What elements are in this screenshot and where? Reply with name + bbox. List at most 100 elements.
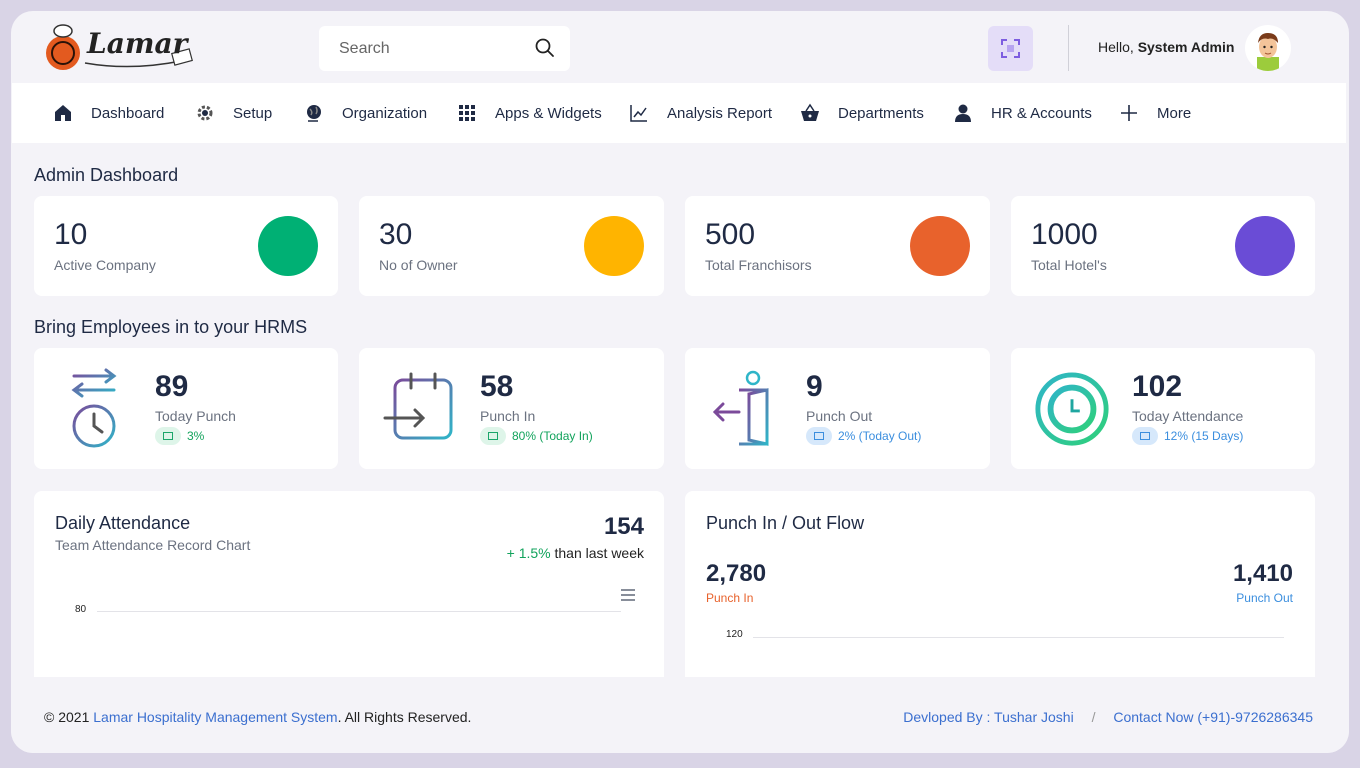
stat-value: 500 (705, 218, 756, 251)
main-nav: Dashboard Setup Organization Apps & Widg… (12, 83, 1346, 143)
nav-item-departments[interactable]: Departments (799, 83, 924, 143)
chart-title: Daily Attendance (55, 513, 191, 533)
employee-card-punch-in[interactable]: 58 Punch In 80% (Today In) (359, 348, 664, 469)
employee-label: Punch Out (806, 408, 873, 424)
employee-value: 9 (806, 370, 823, 403)
swap-clock-icon (71, 368, 117, 448)
top-bar: Lamar Hello, System Admin (11, 11, 1349, 83)
footer: © 2021 Lamar Hospitality Management Syst… (11, 677, 1349, 753)
employee-card-today-punch[interactable]: 89 Today Punch 3% (34, 348, 338, 469)
nav-label: Departments (838, 104, 924, 122)
footer-credits: Devloped By : Tushar Joshi / Contact Now… (903, 709, 1313, 725)
stat-value: 30 (379, 218, 413, 251)
stat-card-active-company[interactable]: 10 Active Company (34, 196, 338, 296)
stat-card-no-of-owner[interactable]: 30 No of Owner (359, 196, 664, 296)
chef-logo-icon (46, 24, 193, 70)
app-frame: Lamar Hello, System Admin (11, 11, 1349, 753)
logo[interactable]: Lamar (41, 23, 201, 75)
stat-card-total-hotels[interactable]: 1000 Total Hotel's (1011, 196, 1315, 296)
avatar[interactable] (1245, 25, 1291, 71)
company-link[interactable]: Lamar Hospitality Management System (93, 709, 338, 725)
chart-title: Punch In / Out Flow (706, 513, 865, 533)
status-badge: 12% (15 Days) (1132, 427, 1243, 445)
plus-icon (1118, 102, 1140, 124)
developer-link[interactable]: Devloped By : Tushar Joshi (903, 709, 1074, 725)
punch-in-label: Punch In (706, 591, 754, 605)
nav-item-more[interactable]: More (1118, 83, 1191, 143)
stat-card-total-franchisors[interactable]: 500 Total Franchisors (685, 196, 990, 296)
stat-indicator (584, 216, 644, 276)
stat-label: Active Company (54, 257, 156, 273)
search-input[interactable] (319, 26, 519, 71)
nav-item-organization[interactable]: Organization (303, 83, 427, 143)
punch-flow-card: Punch In / Out Flow 2,780 Punch In 1,410… (685, 491, 1315, 691)
menu-icon[interactable] (620, 588, 636, 602)
section-title-employees: Bring Employees in to your HRMS (34, 317, 308, 337)
badge-text: 12% (15 Days) (1164, 429, 1244, 443)
employee-card-punch-out[interactable]: 9 Punch Out 2% (Today Out) (685, 348, 990, 469)
grid-line (97, 611, 621, 612)
y-axis-tick: 120 (726, 629, 743, 640)
footer-copyright: © 2021 Lamar Hospitality Management Syst… (44, 709, 471, 725)
page-title: Admin Dashboard (34, 165, 179, 185)
user-name: System Admin (1137, 39, 1235, 55)
punch-out-label: Punch Out (1236, 591, 1293, 605)
stat-indicator (1235, 216, 1295, 276)
nav-label: Dashboard (91, 104, 165, 122)
footer-separator: / (1091, 709, 1096, 725)
copyright-suffix: . All Rights Reserved. (337, 709, 472, 725)
employee-value: 89 (155, 370, 189, 403)
status-badge: 3% (155, 427, 204, 445)
user-icon (952, 102, 974, 124)
nav-item-analysis-report[interactable]: Analysis Report (628, 83, 772, 143)
stat-indicator (258, 216, 318, 276)
logo-text: Lamar (87, 27, 188, 60)
clock-ring-icon (1035, 372, 1109, 446)
nav-label: Analysis Report (667, 104, 773, 122)
status-badge: 2% (Today Out) (806, 427, 921, 445)
calendar-enter-icon (383, 372, 453, 440)
basket-icon (799, 102, 821, 124)
grid-line (753, 637, 1284, 638)
nav-label: Organization (342, 104, 428, 122)
y-axis-tick: 80 (75, 604, 87, 615)
nav-item-setup[interactable]: Setup (194, 83, 272, 143)
nav-item-dashboard[interactable]: Dashboard (52, 83, 164, 143)
punch-in-value: 2,780 (706, 560, 767, 587)
employee-value: 58 (480, 370, 514, 403)
change-suffix: than last week (554, 545, 645, 561)
nav-item-hr-accounts[interactable]: HR & Accounts (952, 83, 1092, 143)
greeting-text: Hello, (1098, 39, 1134, 55)
contact-link[interactable]: Contact Now (+91)-9726286345 (1113, 709, 1313, 725)
nav-item-apps-widgets[interactable]: Apps & Widgets (456, 83, 602, 143)
grid-icon (456, 102, 478, 124)
stat-value: 10 (54, 218, 88, 251)
employee-card-today-attendance[interactable]: 102 Today Attendance 12% (15 Days) (1011, 348, 1315, 469)
stat-indicator (910, 216, 970, 276)
attendance-change: + 1.5% than last week (507, 545, 644, 561)
employee-value: 102 (1132, 370, 1183, 403)
attendance-total: 154 (603, 513, 644, 540)
nav-label: Apps & Widgets (495, 104, 602, 122)
expand-icon (1001, 39, 1020, 58)
search-icon[interactable] (534, 37, 556, 59)
employee-label: Punch In (480, 408, 536, 424)
stat-label: No of Owner (379, 257, 458, 273)
user-avatar-icon (1257, 33, 1279, 71)
badge-text: 3% (187, 429, 205, 443)
fullscreen-button[interactable] (988, 26, 1033, 71)
header-divider (1068, 25, 1069, 71)
chart-subtitle: Team Attendance Record Chart (55, 537, 251, 553)
nav-label: Setup (233, 104, 273, 122)
user-greeting: Hello, System Admin (1098, 39, 1234, 55)
badge-text: 2% (Today Out) (838, 429, 922, 443)
nav-label: HR & Accounts (991, 104, 1092, 122)
nav-label: More (1157, 104, 1192, 122)
punch-out-value: 1,410 (1232, 560, 1293, 587)
status-badge: 80% (Today In) (480, 427, 593, 445)
globe-icon (303, 102, 325, 124)
employee-label: Today Punch (155, 408, 236, 424)
copyright-prefix: © 2021 (44, 709, 90, 725)
badge-text: 80% (Today In) (512, 429, 593, 443)
door-exit-icon (713, 370, 769, 446)
